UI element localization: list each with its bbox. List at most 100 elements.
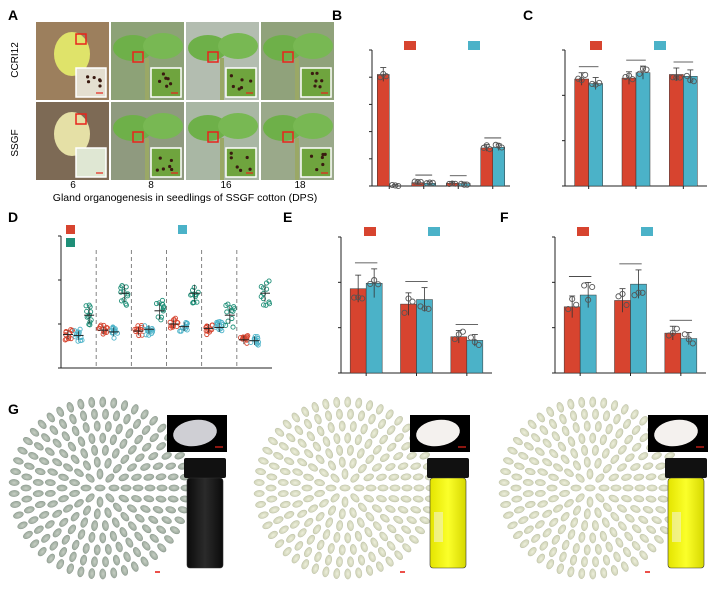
seed-0-6-8 [123,551,131,563]
seed-1-5-12 [306,534,315,545]
seed-1-7-35 [322,398,330,410]
seed-1-5-0 [401,484,413,492]
stem-r0c3 [295,58,299,100]
stem-r0c2 [220,58,224,100]
seed-0-6-33 [113,410,120,422]
seed-1-5-32 [393,452,404,461]
seed-2-3-16 [581,445,588,456]
dot-D-2-1-9 [143,332,149,338]
gland-dot-r0c2-1 [239,86,244,90]
seed-2-1-3 [575,493,585,503]
seed-0-5-13 [52,528,62,538]
seed-0-5-7 [115,541,123,553]
seed-2-5-20 [529,457,540,465]
seed-0-7-38 [110,397,118,409]
seed-2-4-9 [567,529,576,540]
seed-0-5-5 [134,531,143,542]
seed-1-5-33 [397,462,409,470]
dot-D-0-2-11 [87,304,93,310]
seed-1-3-6 [336,520,343,531]
seed-1-5-25 [327,422,335,433]
seed-1-4-7 [344,532,352,544]
seed-2-3-7 [570,517,578,528]
inset-r1c0 [75,147,107,178]
seed-2-7-18 [527,547,537,557]
point-C-ccri12-0-0 [575,75,582,82]
seed-2-5-26 [583,420,591,432]
seed-2-4-28 [633,473,645,481]
seed-0-6-39 [161,452,172,460]
seed-2-7-10 [610,565,618,576]
seed-1-6-36 [386,425,396,435]
inset-r0c0 [75,67,107,98]
seed-2-2-8 [559,479,570,487]
seed-2-6-10 [592,556,599,568]
seed-0-7-14 [77,566,85,578]
seed-0-6-27 [49,425,59,435]
dot-D-3-2-9 [190,300,196,306]
seed-2-7-37 [589,396,597,408]
seed-0-4-24 [119,438,128,449]
gland-dot-r0c0-5 [98,84,102,88]
seed-0-4-14 [44,490,56,497]
dot-D-1-2-10 [123,284,129,290]
seed-0-2-14 [118,473,129,482]
chart-d-net-weight [58,225,272,369]
point-C-ssgf-1-2 [643,66,650,73]
seed-0-6-3 [161,516,172,524]
point-E-ssgf-0-0 [367,280,374,287]
seed-2-4-5 [609,527,618,538]
seed-2-7-25 [498,479,510,486]
panel-g-seed-photos [8,396,708,580]
seed-0-6-22 [21,473,33,481]
seed-0-6-0 [168,484,180,492]
seed-1-2-11 [338,456,346,468]
legend-swatch-ssgf-E [428,227,440,236]
dot-D-5-2-6 [260,296,266,302]
seed-0-4-10 [67,524,77,535]
gland-dot-r1c3-5 [315,167,319,172]
seed-1-5-14 [290,520,300,529]
zoom-box-r0c1 [132,51,144,63]
seed-2-6-13 [559,551,567,563]
gland-dot-r1c2-5 [248,167,252,171]
dot-D-0-1-11 [77,326,83,332]
seed-0-7-40 [131,404,139,415]
seed-0-6-36 [141,425,151,435]
point-F-ssgf-1-1 [635,289,642,296]
point-E-ssgf-2-1 [471,338,478,346]
seed-2-4-3 [625,514,635,523]
chart-e-disease-index [338,227,492,376]
panel-a-photo-grid: CCRI12 SSGF 6 8 16 18 Gland organogenesi… [10,22,334,204]
seed-inset-seed-1 [416,419,460,447]
seed-0-5-23 [61,431,70,442]
seed-0-7-6 [157,543,167,553]
seed-2-4-12 [542,509,553,518]
seed-0-2-3 [104,507,112,518]
seed-2-4-14 [534,490,546,497]
dps-tick-6: 6 [70,180,76,191]
seed-2-5-8 [594,544,602,555]
seed-2-2-1 [608,494,619,503]
seed-2-3-21 [621,473,632,481]
seed-1-3-17 [347,445,354,456]
vial-label-1 [434,512,443,542]
seed-0-1-4 [80,484,92,492]
seed-0-7-33 [56,406,65,417]
seed-0-7-8 [140,556,149,567]
gland-dot-r0c1-5 [165,84,169,88]
point-B-ccri12-0-2 [383,73,390,80]
chart-f-disease-index [552,227,706,376]
seed-2-2-9 [564,468,574,477]
seed-1-1-5 [330,473,340,483]
seed-2-4-26 [625,453,635,462]
point-B-ssgf-0-1 [392,182,399,189]
point-F-ccri12-0-1 [569,295,576,303]
seed-1-7-38 [355,397,363,409]
seed-1-5-34 [400,473,412,481]
seed-1-5-9 [338,544,346,556]
seed-1-3-16 [336,445,343,456]
point-B-ccri12-3-2 [486,146,493,153]
seed-2-2-12 [594,458,602,469]
gland-dot-r0c3-4 [320,79,324,83]
